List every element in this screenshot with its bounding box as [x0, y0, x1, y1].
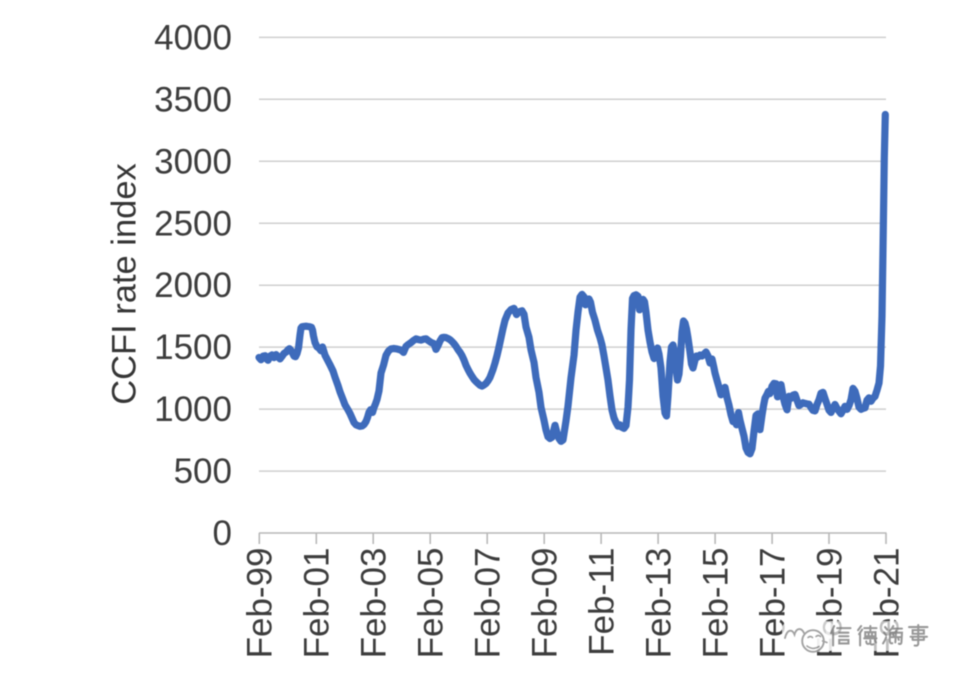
svg-text:2500: 2500 [154, 204, 232, 243]
svg-text:Feb-01: Feb-01 [298, 548, 337, 659]
svg-text:3000: 3000 [154, 142, 232, 181]
svg-text:Feb-11: Feb-11 [583, 548, 622, 656]
svg-text:Feb-07: Feb-07 [469, 548, 508, 659]
svg-text:Feb-15: Feb-15 [697, 548, 736, 659]
svg-text:500: 500 [174, 452, 232, 491]
svg-text:Feb-13: Feb-13 [640, 548, 679, 659]
svg-text:Feb-05: Feb-05 [412, 548, 451, 659]
svg-text:4000: 4000 [154, 18, 232, 57]
svg-text:CCFI rate index: CCFI rate index [106, 163, 144, 405]
svg-text:Feb-09: Feb-09 [526, 548, 565, 659]
svg-text:Feb-99: Feb-99 [241, 548, 280, 659]
svg-text:2000: 2000 [154, 266, 232, 305]
svg-text:0: 0 [213, 514, 232, 553]
svg-text:Feb-03: Feb-03 [355, 548, 394, 659]
svg-text:1500: 1500 [154, 328, 232, 367]
svg-text:1000: 1000 [154, 390, 232, 429]
svg-text:3500: 3500 [154, 80, 232, 119]
